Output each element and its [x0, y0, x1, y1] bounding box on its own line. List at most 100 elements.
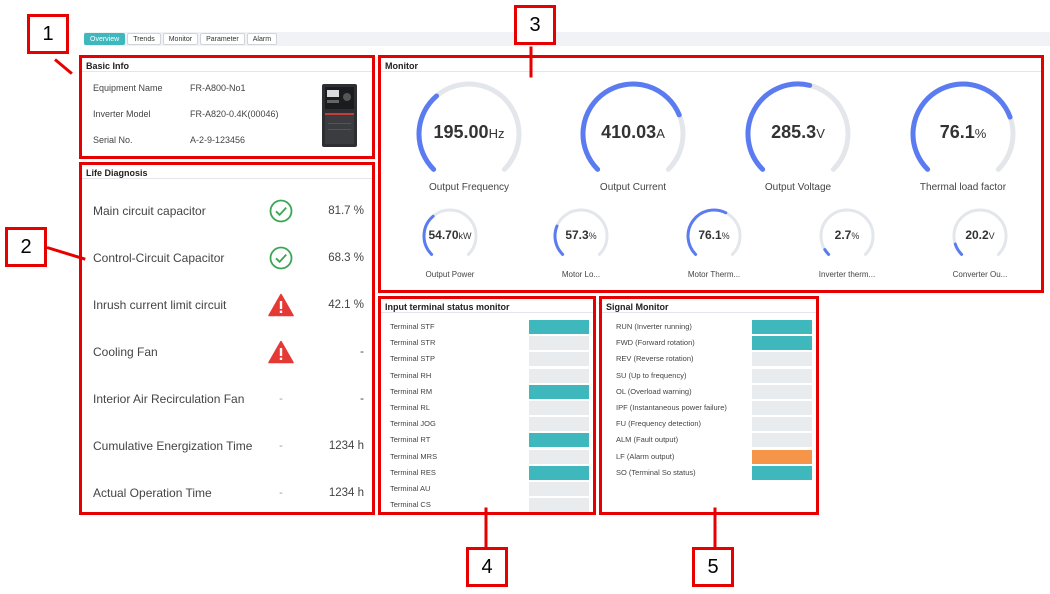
gauge-number: 76.1: [698, 228, 722, 243]
terminal-status-bar: [529, 482, 589, 496]
life-row-value: -: [360, 393, 364, 405]
gauge-arc: [580, 81, 686, 172]
terminal-label: Terminal MRS: [390, 451, 438, 461]
signal-monitor-panel: Signal Monitor RUN (Inverter running) FWD…: [599, 296, 819, 515]
tab-trends[interactable]: Trends: [127, 33, 161, 45]
life-row: Main circuit capacitor 81.7 %: [93, 196, 364, 226]
terminal-row: Terminal MRS: [390, 449, 589, 464]
signal-status-bar: [752, 465, 812, 480]
life-row-label: Inrush current limit circuit: [93, 298, 227, 312]
terminal-row: Terminal RT: [390, 432, 589, 448]
life-row: Interior Air Recirculation Fan - -: [93, 384, 364, 414]
life-row-label: Cumulative Energization Time: [93, 439, 253, 453]
terminal-row: Terminal STR: [390, 335, 589, 351]
signal-row: ALM (Fault output): [616, 432, 812, 448]
gauge-label: Thermal load factor: [919, 182, 1007, 193]
terminal-label: Terminal RT: [390, 435, 431, 445]
terminal-label: Terminal STR: [390, 338, 436, 348]
status-dash: -: [279, 487, 283, 499]
gauge-label: Inverter therm...: [818, 270, 876, 279]
terminal-status-bar: [529, 498, 589, 513]
life-row-label: Interior Air Recirculation Fan: [93, 392, 245, 406]
life-row: Actual Operation Time - 1234 h: [93, 478, 364, 508]
terminal-row: Terminal JOG: [390, 416, 589, 432]
input-terminal-panel: Input terminal status monitor Terminal S…: [378, 296, 596, 515]
callout-1-leader: [54, 58, 73, 75]
gauge-arc: [819, 208, 875, 256]
gauge-unit: kW: [458, 231, 472, 242]
gauge-number: 20.2: [965, 228, 989, 243]
gauge-arc: [910, 81, 1016, 172]
gauge-fill: [580, 81, 682, 172]
gauge-number: 57.3: [565, 228, 589, 243]
gauge-label: Output Power: [425, 270, 475, 279]
callout-4-leader: [484, 507, 488, 549]
tab-monitor[interactable]: Monitor: [162, 33, 199, 45]
gauge-fill: [745, 81, 813, 172]
signal-row: SU (Up to frequency): [616, 368, 812, 383]
equipment-name-row: Equipment Name FR-A800-No1: [93, 83, 246, 93]
gauge-fill: [686, 208, 728, 256]
life-row-label: Main circuit capacitor: [93, 204, 206, 218]
info-value: FR-A820-0.4K(00046): [190, 109, 279, 119]
signal-label: FU (Frequency detection): [616, 419, 702, 429]
terminal-status-bar: [529, 384, 589, 399]
tab-alarm[interactable]: Alarm: [246, 33, 278, 45]
inverter-image: [322, 84, 357, 147]
basic-info-title: Basic Info: [82, 58, 372, 72]
gauge-arc: [553, 208, 609, 256]
gauge-value: 2.7%: [787, 228, 907, 242]
signal-row: IPF (Instantaneous power failure): [616, 400, 812, 415]
gauge-unit: %: [721, 231, 730, 242]
signal-status-bar: [752, 336, 812, 351]
gauge-small-1: [552, 207, 610, 270]
signal-row: RUN (Inverter running): [616, 319, 812, 334]
terminal-label: Terminal RL: [390, 403, 431, 412]
tab-bar: Overview Trends Monitor Parameter Alarm: [84, 32, 1050, 46]
callout-4: 4: [466, 547, 508, 587]
signal-status-bar: [752, 433, 812, 448]
gauge-fill: [953, 242, 964, 256]
signal-label: OL (Overload warning): [616, 386, 692, 396]
gauge-fill: [553, 224, 565, 256]
gauge-fill: [823, 248, 831, 256]
terminal-row: Terminal STF: [390, 319, 589, 334]
gauge-small-0: [421, 207, 479, 270]
signal-status-bar: [752, 320, 812, 334]
signal-status-bar: [752, 417, 812, 432]
gauge-value: 54.70kW: [390, 228, 510, 242]
gauge-number: 54.70: [428, 228, 459, 243]
signal-row: OL (Overload warning): [616, 384, 812, 399]
signal-status-bar: [752, 384, 812, 399]
tab-parameter[interactable]: Parameter: [200, 33, 245, 45]
life-row-value: 81.7 %: [328, 205, 364, 217]
gauge-big-2: [743, 79, 853, 194]
gauge-big-0: [414, 79, 524, 194]
life-diagnosis-title: Life Diagnosis: [82, 165, 372, 179]
gauge-small-3: [818, 207, 876, 270]
gauge-unit: %: [851, 231, 860, 242]
terminal-label: Terminal JOG: [390, 419, 436, 429]
gauge-arc: [686, 208, 742, 256]
gauge-fill: [416, 93, 440, 172]
tab-overview[interactable]: Overview: [84, 33, 126, 45]
gauge-label: Motor Lo...: [561, 270, 601, 279]
gauge-arc: [422, 208, 478, 256]
gauge-label: Output Frequency: [428, 182, 510, 193]
input-terminal-title: Input terminal status monitor: [381, 299, 593, 313]
gauge-unit: V: [988, 231, 995, 242]
life-row-value: 68.3 %: [328, 252, 364, 264]
gauge-fill: [422, 214, 435, 256]
warning-triangle-icon: [268, 292, 294, 318]
monitor-title: Monitor: [381, 58, 1041, 72]
callout-2: 2: [5, 227, 47, 267]
terminal-label: Terminal AU: [390, 484, 431, 493]
gauge-number: 195.00: [433, 122, 489, 143]
gauge-unit: Hz: [488, 126, 505, 142]
terminal-label: Terminal STP: [390, 354, 436, 364]
terminal-status-bar: [529, 449, 589, 464]
gauge-label: Converter Ou...: [952, 270, 1008, 279]
signal-status-bar: [752, 368, 812, 383]
serial-no-row: Serial No. A-2-9-123456: [93, 135, 245, 145]
gauge-value: 285.3V: [738, 122, 858, 143]
